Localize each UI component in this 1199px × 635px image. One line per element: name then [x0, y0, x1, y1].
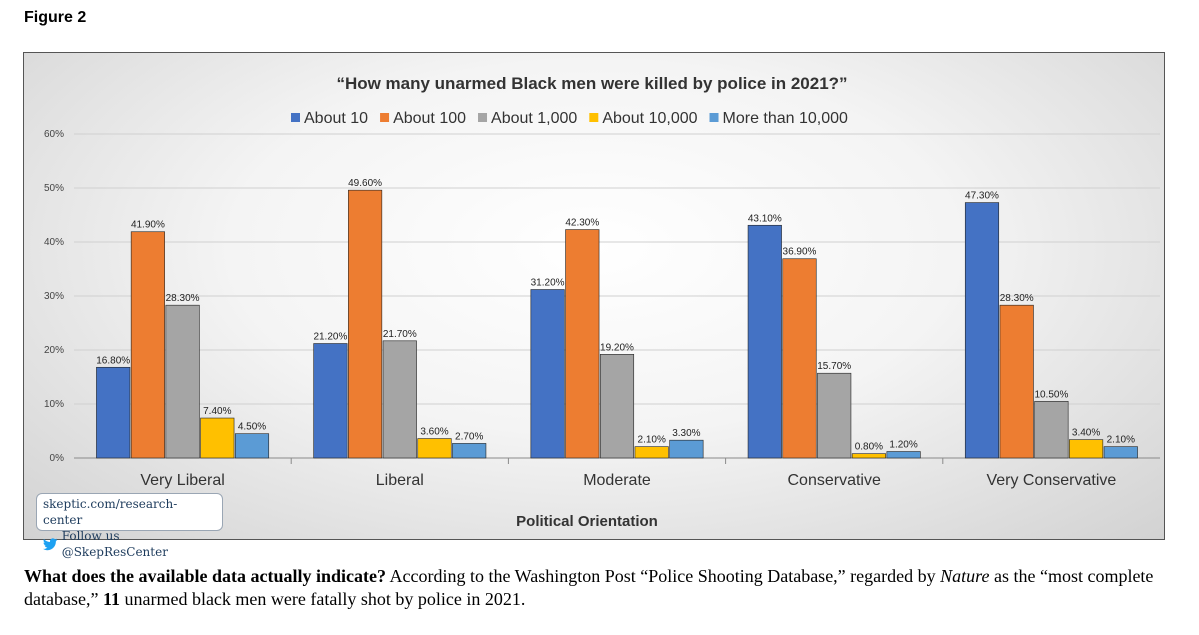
legend-swatch — [380, 113, 390, 122]
x-category-label: Very Conservative — [986, 472, 1116, 489]
x-axis-title: Political Orientation — [516, 513, 658, 530]
bars — [96, 189, 1138, 459]
bar — [851, 453, 886, 459]
bar — [634, 446, 669, 459]
caption-part1: According to the Washington Post “Police… — [386, 566, 941, 586]
legend-swatch — [589, 113, 599, 122]
value-label: 2.10% — [638, 435, 666, 446]
bar — [1103, 446, 1138, 459]
value-label: 42.30% — [565, 218, 599, 229]
credit-url[interactable]: skeptic.com/research-center — [43, 497, 178, 527]
legend-swatch — [709, 113, 719, 122]
legend-entry: About 10,000 — [602, 110, 697, 127]
legend-entry: About 10 — [304, 110, 368, 127]
bar — [782, 258, 817, 459]
bar-chart: “How many unarmed Black men were killed … — [44, 74, 1160, 530]
bar — [669, 439, 704, 459]
x-category-label: Very Liberal — [140, 472, 225, 489]
bar — [530, 289, 565, 459]
legend-swatch — [291, 113, 300, 122]
value-label: 15.70% — [817, 361, 851, 372]
y-tick-label: 60% — [44, 129, 64, 140]
bar — [999, 304, 1034, 459]
bar — [599, 354, 635, 459]
value-label: 7.40% — [203, 406, 231, 417]
value-label: 10.50% — [1034, 389, 1068, 400]
value-label: 16.80% — [96, 355, 130, 366]
value-label: 1.20% — [889, 440, 917, 451]
figure-label: Figure 2 — [24, 9, 87, 26]
legend-entry: About 100 — [393, 110, 466, 127]
bar — [200, 417, 235, 459]
legend-swatch — [478, 113, 488, 122]
y-tick-label: 40% — [44, 237, 64, 248]
y-tick-label: 0% — [50, 453, 65, 464]
legend-entry: About 1,000 — [491, 110, 577, 127]
value-label: 0.80% — [855, 442, 883, 453]
caption: What does the available data actually in… — [24, 565, 1184, 611]
value-label: 41.90% — [131, 220, 165, 231]
y-tick-label: 10% — [44, 399, 64, 410]
y-axis-ticks: 0% 10% 20% 30% 40% 50% 60% — [44, 129, 64, 464]
bar — [886, 451, 921, 459]
value-label: 2.70% — [455, 431, 483, 442]
bar — [348, 189, 383, 459]
bar — [1034, 400, 1069, 459]
value-label: 19.20% — [600, 342, 634, 353]
caption-number: 11 — [102, 589, 120, 609]
legend-entry: More than 10,000 — [723, 110, 849, 127]
bar — [1069, 439, 1104, 459]
bar — [417, 438, 452, 459]
legend: About 10 About 100 About 1,000 About 10,000… — [291, 110, 848, 127]
twitter-bird-icon — [43, 537, 58, 550]
caption-lead: What does the available data actually in… — [24, 566, 387, 586]
x-category-label: Moderate — [583, 472, 651, 489]
caption-part2: as the “most complete database,” — [24, 566, 1154, 609]
y-tick-label: 30% — [44, 291, 64, 302]
y-tick-label: 20% — [44, 345, 64, 356]
value-label: 31.20% — [531, 278, 565, 289]
value-label: 3.60% — [420, 427, 448, 438]
bar — [234, 433, 270, 459]
value-label: 47.30% — [965, 191, 999, 202]
value-label: 36.90% — [783, 247, 817, 258]
value-labels: 16.80% 41.90% 28.30% 7.40% 4.50% 21.20% 49.60%… — [96, 178, 1135, 453]
bar — [165, 304, 200, 459]
bar — [817, 372, 852, 459]
value-label: 4.50% — [238, 422, 266, 433]
bar — [565, 229, 600, 459]
gridlines — [74, 133, 1160, 459]
bar — [747, 224, 782, 459]
value-label: 3.30% — [672, 428, 700, 439]
bar — [130, 231, 165, 459]
y-tick-label: 50% — [44, 183, 64, 194]
x-category-label: Conservative — [788, 472, 881, 489]
value-label: 49.60% — [348, 178, 382, 189]
x-axis-categories: Very Liberal Liberal Moderate Conservative V… — [140, 458, 1116, 489]
bar — [964, 202, 1000, 459]
bar — [313, 343, 348, 459]
value-label: 2.10% — [1107, 435, 1135, 446]
value-label: 21.70% — [383, 329, 417, 340]
value-label: 3.40% — [1072, 428, 1100, 439]
value-label: 28.30% — [166, 293, 200, 304]
chart-frame: “How many unarmed Black men were killed … — [23, 52, 1165, 559]
value-label: 21.20% — [313, 332, 347, 343]
credit-box: skeptic.com/research-center Follow us @S… — [36, 493, 223, 559]
x-category-label: Liberal — [376, 472, 424, 489]
credit-follow-text[interactable]: Follow us @SkepResCenter — [61, 529, 168, 559]
caption-part3: unarmed black men were fatally shot by p… — [119, 589, 526, 609]
bar — [382, 340, 417, 459]
chart-title: “How many unarmed Black men were killed … — [336, 74, 847, 93]
caption-emphasis: Nature — [940, 566, 990, 586]
bar — [452, 443, 487, 459]
value-label: 28.30% — [1000, 293, 1034, 304]
value-label: 43.10% — [748, 213, 782, 224]
bar — [96, 366, 131, 459]
